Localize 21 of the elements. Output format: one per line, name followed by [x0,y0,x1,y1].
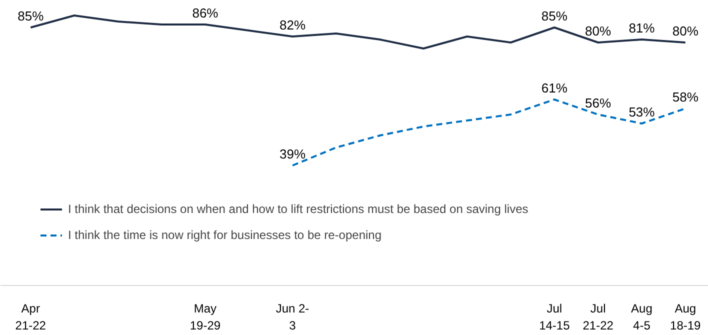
x-tick-label: May 19-29 [190,302,221,332]
data-label: 61% [541,80,568,96]
data-label: 80% [585,24,612,38]
data-label: 81% [628,20,656,36]
data-label: 56% [585,96,612,110]
data-label: 80% [672,24,699,38]
data-label: 82% [280,18,306,32]
data-label: 39% [280,146,306,162]
x-tick-label: Aug 18-19 [670,302,702,332]
x-tick-label: Jul 14-15 [539,302,570,332]
data-label: 58% [672,90,699,104]
legend-label: I think the time is now right for businesses to be re-opening [68,228,382,242]
legend-label: I think that decisions on when and how to lift restrictions must be based on saving lives [68,202,528,216]
x-tick-label: Jul 21-22 [582,302,614,332]
x-tick-label: Aug 4-5 [631,302,652,332]
x-tick-label: Jun 2- 3 [276,302,310,332]
data-label: 53% [628,104,656,120]
data-label: 85% [541,8,568,24]
data-label: 85% [18,8,44,24]
data-label: 86% [192,6,219,20]
x-tick-label: Apr 21-22 [15,302,46,332]
